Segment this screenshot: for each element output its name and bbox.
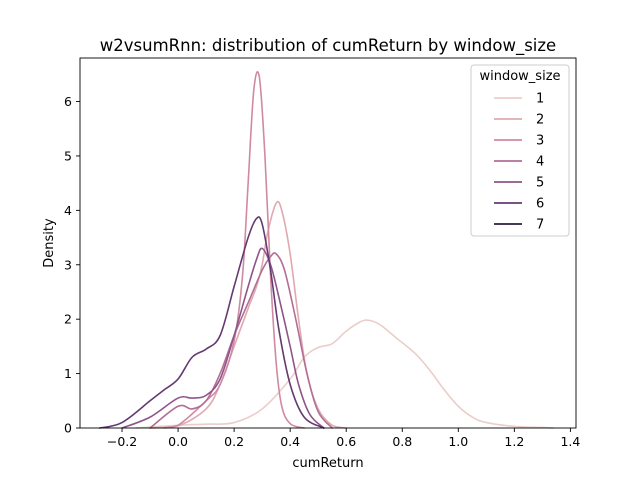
y-tick-label: 3 bbox=[64, 257, 72, 272]
y-tick-label: 4 bbox=[64, 203, 72, 218]
density-line-window-5 bbox=[121, 247, 325, 429]
x-axis: −0.2 0.0 0.2 0.4 0.6 0.8 1.0 1.2 1.4 bbox=[107, 428, 580, 449]
x-tick-label: 1.4 bbox=[560, 434, 580, 449]
density-line-window-4 bbox=[149, 252, 333, 429]
legend-frame bbox=[470, 64, 570, 237]
chart-title: w2vsumRnn: distribution of cumReturn by … bbox=[100, 36, 556, 56]
legend-label: 6 bbox=[536, 197, 544, 212]
legend-items: 1 2 3 4 5 6 7 bbox=[494, 92, 544, 233]
legend-label: 2 bbox=[536, 113, 544, 128]
density-line-window-6 bbox=[98, 216, 325, 429]
y-axis: 0 1 2 3 4 5 6 bbox=[64, 94, 80, 436]
legend-title: window_size bbox=[479, 69, 560, 84]
x-tick-label: −0.2 bbox=[107, 434, 137, 449]
density-line-window-1 bbox=[135, 319, 555, 429]
x-tick-label: 0.8 bbox=[392, 434, 412, 449]
y-tick-label: 2 bbox=[64, 312, 72, 327]
x-tick-label: 1.2 bbox=[504, 434, 524, 449]
x-axis-label: cumReturn bbox=[292, 456, 363, 471]
plot-frame bbox=[79, 57, 577, 429]
y-tick-label: 5 bbox=[64, 148, 72, 163]
y-axis-label: Density bbox=[42, 218, 57, 268]
y-tick-label: 6 bbox=[64, 94, 72, 109]
y-tick-label: 1 bbox=[64, 366, 72, 381]
legend-label: 1 bbox=[536, 92, 544, 107]
legend-label: 7 bbox=[536, 218, 544, 233]
legend-label: 5 bbox=[536, 176, 544, 191]
y-tick-label: 0 bbox=[64, 421, 72, 436]
legend: window_size 1 2 3 4 5 6 7 bbox=[470, 64, 570, 237]
x-tick-label: 0.4 bbox=[280, 434, 300, 449]
x-tick-label: 0.0 bbox=[168, 434, 188, 449]
x-tick-label: 1.0 bbox=[448, 434, 468, 449]
density-line-window-3 bbox=[163, 71, 305, 429]
series-layer bbox=[98, 71, 555, 429]
legend-label: 3 bbox=[536, 134, 544, 149]
legend-label: 4 bbox=[536, 155, 544, 170]
x-tick-label: 0.2 bbox=[224, 434, 244, 449]
x-tick-label: 0.6 bbox=[336, 434, 356, 449]
